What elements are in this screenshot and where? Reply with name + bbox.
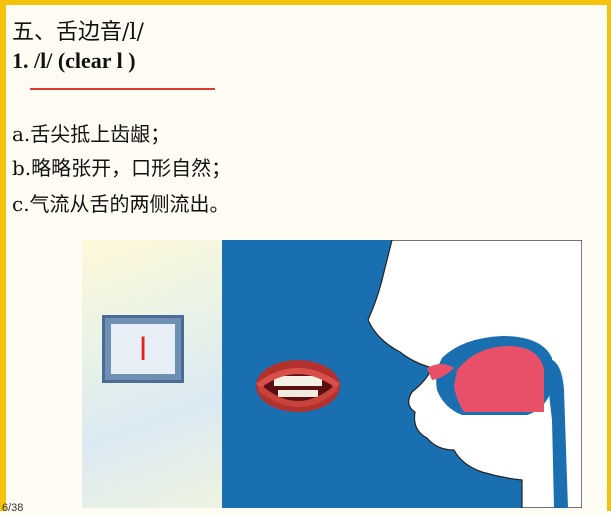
right-border: [607, 0, 611, 511]
lips-icon: [256, 360, 340, 412]
mouth-diagram: [256, 240, 582, 508]
section-heading: 五、舌边音/l/: [12, 20, 144, 45]
sound-title: 1. /l/ (clear l ): [12, 48, 136, 73]
page-number: 6/38: [2, 502, 24, 514]
instruction-b: b.略略张开，口形自然；: [12, 156, 232, 180]
title-underline: [30, 88, 215, 90]
top-border: [0, 0, 611, 5]
left-border: [0, 0, 6, 511]
instruction-c: c.气流从舌的两侧流出。: [12, 192, 230, 216]
letter-card-text: l: [111, 324, 175, 374]
letter-card: l: [102, 315, 184, 383]
head-profile-icon: [367, 240, 582, 508]
articulation-illustration: l: [82, 240, 582, 508]
instruction-a: a.舌尖抵上齿龈；: [12, 122, 171, 146]
